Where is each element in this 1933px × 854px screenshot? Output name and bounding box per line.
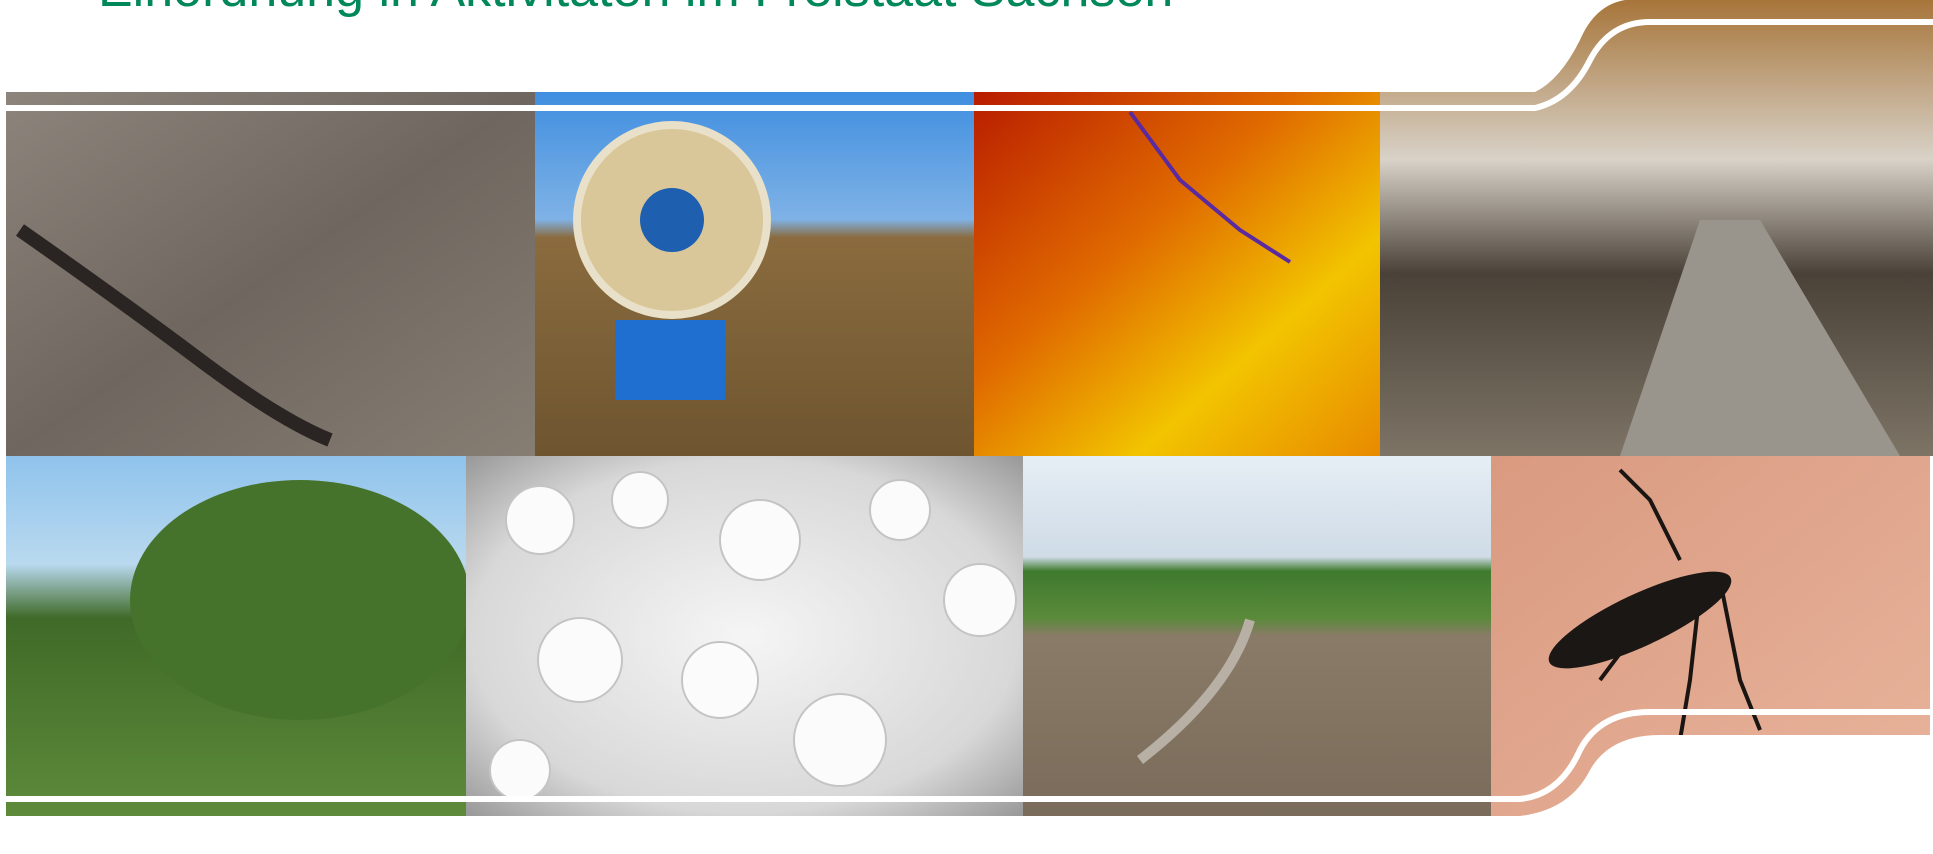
mosquito-body xyxy=(1548,571,1732,669)
bottom-swoosh xyxy=(0,709,1933,802)
tree-crown xyxy=(130,480,470,720)
map-river xyxy=(1128,110,1292,264)
soil-crack xyxy=(15,224,333,447)
barn-aisle xyxy=(1620,220,1900,456)
photo-climate-map xyxy=(974,92,1380,456)
footer-space xyxy=(0,816,1933,854)
slide-title: Einordnung in Aktivitäten im Freistaat S… xyxy=(98,0,1173,18)
cannon-box xyxy=(615,320,725,400)
top-swoosh xyxy=(0,19,1933,111)
photo-erosion-field xyxy=(1023,456,1491,816)
cannon-hub xyxy=(640,188,704,252)
hailstones xyxy=(489,471,1017,801)
erosion-rill xyxy=(1136,618,1255,764)
bottom-corner-cut xyxy=(1491,735,1933,816)
